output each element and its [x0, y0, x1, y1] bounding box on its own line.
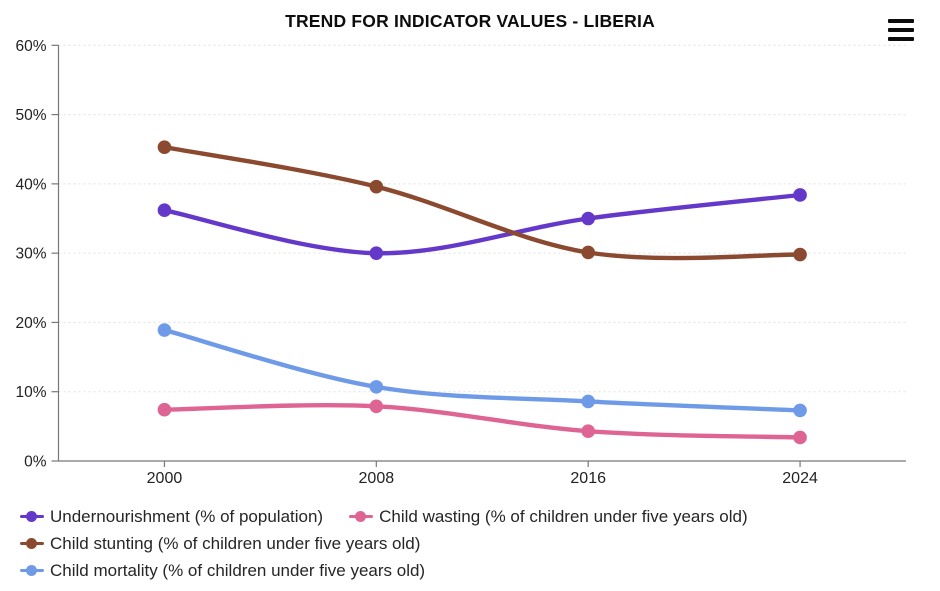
data-point-3[interactable]	[369, 380, 384, 394]
data-point-1[interactable]	[793, 430, 807, 445]
hamburger-icon	[888, 27, 914, 33]
legend-row: Undernourishment (% of population) Child…	[20, 503, 930, 530]
series-line-3	[162, 327, 803, 413]
legend-line-dot-icon	[20, 511, 44, 523]
chart-svg: 0% 10% 20% 30% 40% 50% 60% 2000 2008 2016 2024	[15, 38, 906, 487]
hamburger-icon	[888, 36, 914, 41]
chart-title: TREND FOR INDICATOR VALUES - LIBERIA	[285, 11, 655, 31]
y-axis-label: 60%	[15, 38, 46, 55]
chart-plot-area: 0% 10% 20% 30% 40% 50% 60% 2000 2008 2016 2024	[15, 38, 906, 487]
data-point-3[interactable]	[581, 394, 595, 409]
legend-line-dot-icon	[20, 565, 44, 577]
legend-label: Undernourishment (% of population)	[50, 506, 324, 526]
y-axis-label: 30%	[15, 246, 46, 263]
data-point-0[interactable]	[793, 188, 807, 202]
data-point-0[interactable]	[157, 203, 172, 217]
data-point-2[interactable]	[793, 247, 807, 262]
legend-label: Child wasting (% of children under five …	[379, 506, 748, 526]
legend-row: Child mortality (% of children under fiv…	[20, 557, 930, 584]
data-point-1[interactable]	[157, 402, 172, 417]
series-line-1	[162, 403, 803, 440]
data-point-1[interactable]	[581, 424, 595, 439]
x-axis-label: 2016	[570, 470, 606, 487]
data-point-2[interactable]	[581, 245, 595, 260]
legend-line-dot-icon	[20, 538, 44, 550]
y-axis-label: 0%	[24, 454, 47, 471]
y-axis-label: 20%	[15, 315, 46, 332]
data-point-0[interactable]	[369, 246, 384, 260]
series-line-0	[162, 192, 803, 256]
data-point-2[interactable]	[369, 179, 384, 194]
x-axis-label: 2000	[147, 470, 183, 487]
legend-label: Child stunting (% of children under five…	[50, 533, 421, 553]
y-axis-label: 50%	[15, 107, 46, 124]
legend-item-undernourishment[interactable]: Undernourishment (% of population)	[20, 507, 323, 527]
data-point-3[interactable]	[793, 403, 807, 418]
data-point-0[interactable]	[581, 211, 595, 226]
legend-item-child-wasting[interactable]: Child wasting (% of children under five …	[349, 507, 748, 527]
legend-line-dot-icon	[349, 511, 374, 523]
y-axis-label: 40%	[15, 176, 46, 193]
y-axis-label: 10%	[15, 384, 46, 401]
hamburger-icon	[888, 19, 914, 24]
legend-row: Child stunting (% of children under five…	[20, 530, 930, 557]
x-axis-label: 2024	[782, 470, 818, 487]
legend-item-child-stunting[interactable]: Child stunting (% of children under five…	[20, 534, 420, 554]
chart-context-menu-button[interactable]	[888, 19, 914, 41]
x-axis-label: 2008	[359, 470, 395, 487]
series-line-2	[162, 144, 803, 261]
data-point-3[interactable]	[157, 323, 172, 337]
data-point-2[interactable]	[157, 140, 172, 154]
chart-legend: Undernourishment (% of population) Child…	[20, 503, 930, 584]
legend-label: Child mortality (% of children under fiv…	[50, 560, 426, 580]
data-point-1[interactable]	[369, 399, 384, 414]
legend-item-child-mortality[interactable]: Child mortality (% of children under fiv…	[20, 561, 425, 581]
